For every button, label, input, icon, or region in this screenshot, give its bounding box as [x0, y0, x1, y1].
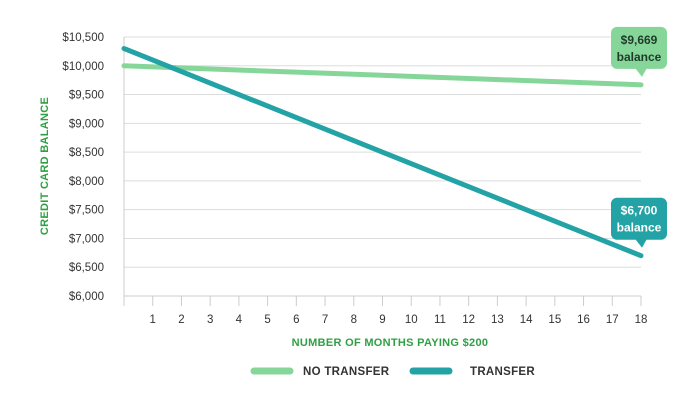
callout-transfer: $6,700 balance — [611, 197, 667, 248]
callout-pointer — [635, 238, 647, 248]
callout-no-transfer: $9,669 balance — [611, 26, 667, 77]
y-tick-label: $8,500 — [69, 147, 104, 159]
axes — [123, 37, 642, 306]
y-tick-label: $9,500 — [69, 90, 104, 102]
x-tick-label: 8 — [351, 314, 357, 326]
x-tick-label: 17 — [606, 314, 619, 326]
x-tick-label: 16 — [577, 314, 590, 326]
y-tick-label: $9,000 — [69, 118, 104, 130]
y-tick-label: $6,500 — [69, 262, 104, 274]
series-lines — [121, 46, 644, 259]
y-axis-title: CREDIT CARD BALANCE — [39, 97, 51, 235]
y-tick-label: $10,000 — [62, 61, 104, 73]
callout-box — [611, 197, 667, 240]
callout-caption: balance — [617, 50, 662, 64]
callout-value: $9,669 — [621, 33, 658, 47]
legend: NO TRANSFER TRANSFER — [250, 366, 535, 378]
callout-box — [611, 26, 667, 69]
x-tick-label: 7 — [322, 314, 328, 326]
y-tick-label: $6,000 — [69, 291, 104, 303]
x-tick-labels: 1 2 3 4 5 6 7 8 9 10 11 12 13 14 15 16 17 18 — [150, 314, 648, 326]
x-tick-label: 9 — [379, 314, 385, 326]
x-tick-label: 6 — [293, 314, 299, 326]
x-tick-label: 3 — [207, 314, 213, 326]
y-tick-label: $7,000 — [69, 233, 104, 245]
callout-pointer — [635, 67, 647, 77]
legend-item-transfer: TRANSFER — [409, 366, 535, 378]
x-tick-label: 15 — [548, 314, 561, 326]
x-axis-title: NUMBER OF MONTHS PAYING $200 — [292, 337, 489, 349]
x-tick-label: 5 — [264, 314, 270, 326]
x-tick-label: 12 — [462, 314, 475, 326]
x-tick-label: 18 — [635, 314, 648, 326]
series-line-no-transfer — [121, 63, 644, 88]
x-tick-label: 4 — [236, 314, 243, 326]
legend-item-no-transfer: NO TRANSFER — [250, 366, 390, 378]
y-tick-label: $7,500 — [69, 205, 104, 217]
legend-label: NO TRANSFER — [303, 366, 390, 378]
callouts: $9,669 balance $6,700 balance — [611, 26, 667, 248]
x-tick-label: 10 — [405, 314, 418, 326]
x-tick-label: 14 — [520, 314, 533, 326]
series-line-transfer — [121, 46, 644, 259]
callout-value: $6,700 — [621, 204, 658, 218]
y-tick-label: $8,000 — [69, 176, 104, 188]
x-tick-label: 2 — [178, 314, 184, 326]
x-tick-label: 11 — [434, 314, 446, 326]
callout-caption: balance — [617, 221, 662, 235]
y-tick-label: $10,500 — [62, 32, 104, 44]
y-tick-labels: $6,000 $6,500 $7,000 $7,500 $8,000 $8,500 $9,0… — [62, 32, 104, 303]
x-tick-label: 13 — [491, 314, 504, 326]
x-tick-label: 1 — [150, 314, 156, 326]
legend-label: TRANSFER — [470, 366, 535, 378]
